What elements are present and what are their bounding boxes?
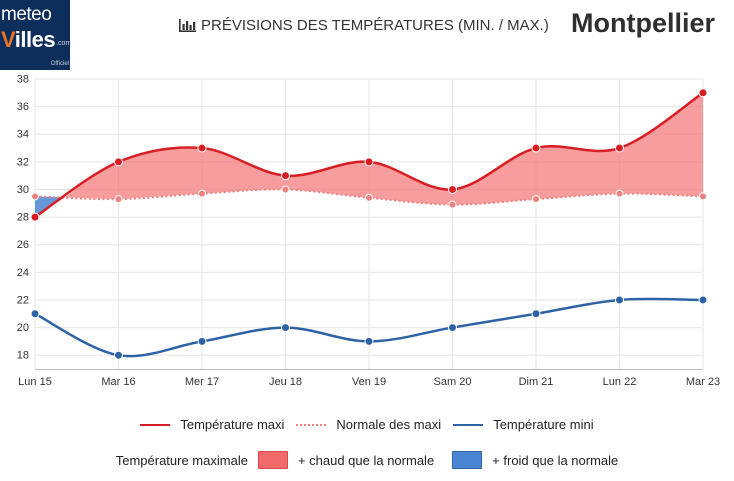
logo-officiel: Officiel bbox=[50, 61, 69, 67]
legend-item-max[interactable]: Température maxi bbox=[140, 417, 284, 432]
max-point bbox=[197, 143, 207, 153]
normal-point bbox=[198, 189, 206, 198]
min-point bbox=[281, 323, 290, 333]
warm-area bbox=[64, 92, 704, 205]
y-tick-label: 36 bbox=[17, 101, 29, 113]
bar-chart-icon bbox=[179, 19, 196, 32]
min-point bbox=[448, 323, 457, 333]
x-tick-label: Mar 23 bbox=[686, 376, 720, 388]
y-tick-label: 18 bbox=[17, 350, 29, 362]
legend-item-normal[interactable]: Normale des maxi bbox=[296, 417, 441, 432]
legend-min-line bbox=[453, 423, 484, 426]
legend-lines: Température maxi Normale des maxi Tempér… bbox=[0, 417, 734, 432]
legend-fill-title: Température maximale bbox=[115, 452, 248, 468]
logo-villes-text: Villes bbox=[1, 27, 56, 52]
x-tick-label: Sam 20 bbox=[434, 376, 472, 388]
y-tick-label: 38 bbox=[17, 74, 29, 86]
legend-max-line bbox=[140, 423, 171, 426]
max-point bbox=[448, 184, 457, 194]
y-tick-label: 20 bbox=[17, 322, 29, 334]
y-tick-label: 22 bbox=[17, 294, 29, 306]
legend-max-label: Température maxi bbox=[180, 417, 285, 432]
normal-point bbox=[532, 195, 540, 204]
y-tick-label: 32 bbox=[17, 156, 29, 168]
y-tick-label: 34 bbox=[17, 129, 29, 141]
normal-point bbox=[699, 192, 707, 201]
min-point bbox=[615, 295, 624, 305]
min-point bbox=[197, 336, 207, 346]
x-tick-label: Mer 17 bbox=[185, 376, 219, 388]
temperature-chart: 18 20 22 24 26 28 30 32 34 36 38 Lun 15 Mar 16 Mer 17… bbox=[17, 74, 720, 389]
min-point bbox=[698, 295, 708, 305]
x-tick-label: Dim 21 bbox=[519, 376, 554, 388]
meteovilles-logo[interactable]: meteo Villes .com Officiel bbox=[0, 0, 72, 70]
x-tick-label: Jeu 18 bbox=[269, 376, 302, 388]
chart-title: PRÉVISIONS DES TEMPÉRATURES (MIN. / MAX.… bbox=[201, 17, 549, 34]
legend-cold-label: + froid que la normale bbox=[492, 452, 619, 468]
max-point bbox=[364, 157, 374, 167]
legend-normal-label: Normale des maxi bbox=[336, 417, 442, 432]
y-tick-label: 30 bbox=[17, 184, 29, 196]
legend-normal-line bbox=[296, 423, 327, 426]
y-tick-label: 28 bbox=[17, 212, 29, 224]
min-point bbox=[364, 336, 374, 346]
max-point bbox=[698, 88, 708, 98]
min-point bbox=[30, 309, 40, 319]
x-tick-label: Lun 22 bbox=[603, 376, 637, 388]
max-point bbox=[531, 143, 541, 153]
normal-point bbox=[615, 189, 624, 198]
legend-min-label: Température mini bbox=[493, 417, 594, 432]
y-tick-label: 26 bbox=[17, 239, 29, 251]
x-tick-label: Ven 19 bbox=[352, 376, 386, 388]
normal-point bbox=[31, 192, 39, 201]
x-tick-label: Lun 15 bbox=[18, 376, 52, 388]
legend-warm-label: + chaud que la normale bbox=[297, 452, 435, 468]
max-point bbox=[114, 157, 123, 167]
normal-point bbox=[114, 195, 123, 204]
max-point bbox=[281, 171, 290, 181]
legend-cold-swatch bbox=[452, 451, 483, 469]
legend-item-min[interactable]: Température mini bbox=[453, 417, 594, 432]
legend-fills: Température maximale + chaud que la norm… bbox=[0, 451, 734, 469]
max-point bbox=[615, 143, 624, 153]
y-tick-label: 24 bbox=[17, 267, 29, 279]
logo-meteo-text: meteo bbox=[1, 4, 52, 25]
city-name: Montpellier bbox=[571, 8, 716, 38]
normal-point bbox=[448, 200, 457, 209]
min-point bbox=[531, 309, 541, 319]
logo-dotcom: .com bbox=[56, 40, 72, 47]
chart-heading: PRÉVISIONS DES TEMPÉRATURES (MIN. / MAX.… bbox=[179, 17, 549, 34]
x-tick-label: Mar 16 bbox=[101, 376, 135, 388]
legend-warm-swatch bbox=[257, 451, 288, 469]
min-point bbox=[114, 350, 123, 360]
max-point bbox=[30, 212, 40, 222]
normal-point bbox=[365, 193, 373, 202]
normal-point bbox=[281, 185, 290, 194]
